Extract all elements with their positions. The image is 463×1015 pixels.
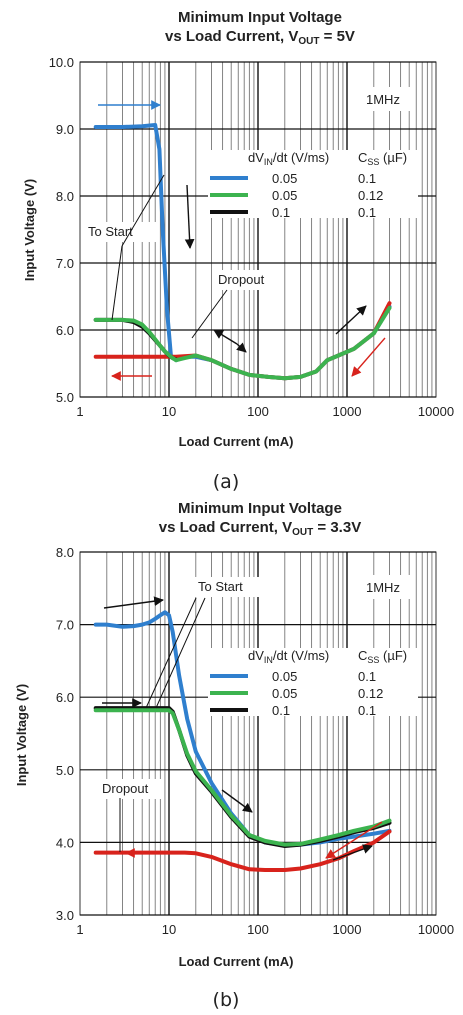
annotation-to-start: To Start xyxy=(88,224,133,239)
freq-label: 1MHz xyxy=(366,580,400,595)
annotation-to-start: To Start xyxy=(198,579,243,594)
legend: dVIN/dt (V/ms) CSS (µF) 0.05 0.1 0.05 0.12 0.1… xyxy=(208,648,418,718)
legend-header-css-sub: SS xyxy=(367,655,379,665)
legend-header-rate-text: dV xyxy=(248,150,264,165)
legend-header-css-tail: (µF) xyxy=(379,648,407,663)
legend-header-css-sub: SS xyxy=(367,157,379,167)
annotation-bg xyxy=(98,779,162,799)
legend: dVIN/dt (V/ms) CSS (µF) 0.05 0.1 0.05 0.12 0.1… xyxy=(208,150,418,220)
y-tick-label: 5.0 xyxy=(56,390,74,405)
legend-bg xyxy=(208,648,418,716)
legend-css-value: 0.12 xyxy=(358,188,383,203)
annotation-bg xyxy=(214,270,278,290)
series-line xyxy=(93,708,392,847)
direction-arrow xyxy=(213,329,238,345)
chart-b-xlabel: Load Current (mA) xyxy=(179,954,294,969)
legend-header-css: CSS (µF) xyxy=(358,150,407,167)
legend-header-css: CSS (µF) xyxy=(358,648,407,665)
series-line xyxy=(93,305,392,381)
chart-b-title-line1: Minimum Input Voltage xyxy=(178,500,342,517)
legend-header-rate-tail: /dt (V/ms) xyxy=(273,150,329,165)
legend-css-value: 0.1 xyxy=(358,669,376,684)
chart-b-ylabel: Input Voltage (V) xyxy=(14,684,29,786)
direction-arrow xyxy=(332,844,373,861)
y-tick-label: 8.0 xyxy=(56,189,74,204)
y-tick-label: 7.0 xyxy=(56,618,74,633)
legend-header-rate: dVIN/dt (V/ms) xyxy=(248,150,329,167)
y-tick-label: 10.0 xyxy=(49,55,74,70)
x-tick-label: 10000 xyxy=(418,404,454,419)
y-tick-label: 4.0 xyxy=(56,835,74,850)
y-tick-label: 7.0 xyxy=(56,256,74,271)
legend-css-value: 0.12 xyxy=(358,686,383,701)
freq-label-bg xyxy=(360,87,410,111)
direction-arrow xyxy=(103,596,164,609)
x-tick-label: 1 xyxy=(76,404,83,419)
x-tick-label: 10 xyxy=(162,922,176,937)
direction-arrow-red xyxy=(351,337,386,377)
y-tick-label: 5.0 xyxy=(56,763,74,778)
x-tick-label: 1000 xyxy=(333,404,362,419)
direction-arrow-red xyxy=(325,821,383,859)
chart-b-title-line2: vs Load Current, VOUT = 3.3V xyxy=(159,519,361,538)
legend-header-rate-text: dV xyxy=(248,648,264,663)
x-tick-label: 1 xyxy=(76,922,83,937)
legend-css-value: 0.1 xyxy=(358,703,376,718)
legend-header-rate: dVIN/dt (V/ms) xyxy=(248,648,329,665)
chart-b-caption: (b) xyxy=(213,989,240,1011)
legend-header-css-tail: (µF) xyxy=(379,150,407,165)
direction-arrow xyxy=(221,789,253,813)
legend-rate-value: 0.05 xyxy=(272,686,297,701)
chart-a-title-line2: vs Load Current, VOUT = 5V xyxy=(165,28,355,47)
chart-a-caption: (a) xyxy=(213,471,239,493)
x-tick-label: 10 xyxy=(162,404,176,419)
direction-arrow xyxy=(184,184,195,249)
legend-rate-value: 0.05 xyxy=(272,188,297,203)
x-tick-label: 1000 xyxy=(333,922,362,937)
annotation-leader xyxy=(145,597,197,709)
chart-a: 5.0 6.0 7.0 8.0 9.0 10.0 1 10 100 1000 10000 1MHz dV… xyxy=(49,55,454,419)
legend-rate-value: 0.05 xyxy=(272,669,297,684)
legend-header-css-text: C xyxy=(358,150,367,165)
annotation-leader xyxy=(155,597,206,709)
annotation-leader xyxy=(111,245,123,321)
y-tick-label: 6.0 xyxy=(56,323,74,338)
annotation-leader xyxy=(121,174,165,247)
y-tick-label: 9.0 xyxy=(56,122,74,137)
chart-a-ylabel: Input Voltage (V) xyxy=(22,179,37,281)
freq-label-bg xyxy=(360,575,410,599)
chart-a-xlabel: Load Current (mA) xyxy=(179,434,294,449)
legend-bg xyxy=(208,150,418,218)
x-tick-label: 10000 xyxy=(418,922,454,937)
annotation-leader xyxy=(191,289,228,339)
legend-header-rate-tail: /dt (V/ms) xyxy=(273,648,329,663)
x-tick-label: 100 xyxy=(247,404,269,419)
legend-header-rate-sub: IN xyxy=(264,157,273,167)
legend-rate-value: 0.1 xyxy=(272,703,290,718)
legend-rate-value: 0.1 xyxy=(272,205,290,220)
annotation-dropout: Dropout xyxy=(218,272,265,287)
y-tick-label: 6.0 xyxy=(56,690,74,705)
legend-header-css-text: C xyxy=(358,648,367,663)
x-tick-label: 100 xyxy=(247,922,269,937)
direction-arrow xyxy=(335,305,367,335)
annotation-bg xyxy=(194,577,268,597)
annotation-dropout: Dropout xyxy=(102,781,149,796)
direction-arrow xyxy=(236,342,247,353)
chart-b: 3.0 4.0 5.0 6.0 7.0 8.0 1 10 100 1000 10000 1MHz dVI… xyxy=(56,545,454,937)
y-tick-label: 8.0 xyxy=(56,545,74,560)
legend-header-rate-sub: IN xyxy=(264,655,273,665)
annotation-bg xyxy=(84,222,158,242)
legend-rate-value: 0.05 xyxy=(272,171,297,186)
chart-a-title-line1: Minimum Input Voltage xyxy=(178,9,342,26)
freq-label: 1MHz xyxy=(366,92,400,107)
y-tick-label: 3.0 xyxy=(56,908,74,923)
legend-css-value: 0.1 xyxy=(358,205,376,220)
legend-css-value: 0.1 xyxy=(358,171,376,186)
grid-lines xyxy=(80,61,436,398)
